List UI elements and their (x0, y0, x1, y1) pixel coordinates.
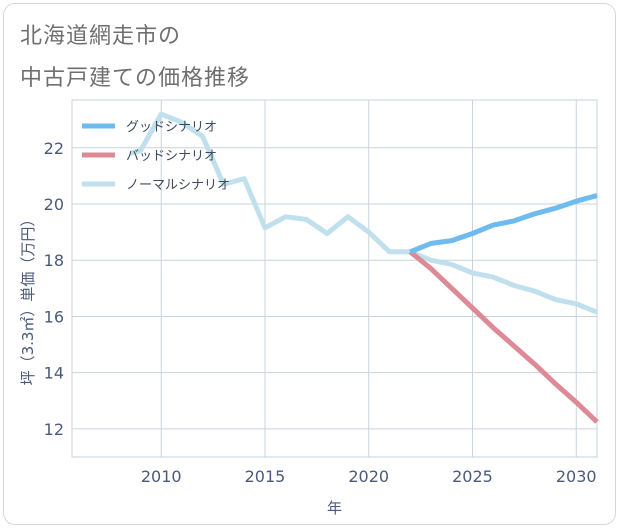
y-tick-label: 20 (44, 195, 64, 214)
chart-title-line1: 北海道網走市の (20, 24, 182, 49)
x-tick-label: 2030 (556, 467, 597, 486)
legend-label[interactable]: グッドシナリオ (126, 120, 217, 135)
series-line-3 (129, 111, 598, 315)
y-tick-label: 12 (44, 420, 64, 439)
x-axis-title: 年 (327, 499, 342, 517)
y-tick-label: 14 (44, 364, 64, 383)
y-tick-label: 18 (44, 251, 64, 270)
axes: 2010 2015 2020 2025 2030 12 14 16 18 20 22 年 坪（3.3㎡）… (19, 139, 597, 517)
grid (71, 99, 598, 458)
series-lines (129, 111, 599, 424)
series-line-2 (408, 249, 599, 424)
y-axis-title: 坪（3.3㎡）単価（万円） (19, 212, 37, 386)
x-tick-label: 2025 (452, 467, 493, 486)
y-tick-label: 22 (44, 139, 64, 158)
x-tick-label: 2010 (141, 467, 182, 486)
legend-label[interactable]: ノーマルシナリオ (126, 178, 230, 193)
legend-label[interactable]: バッドシナリオ (126, 149, 217, 164)
chart-title-line2: 中古戸建ての価格推移 (20, 66, 251, 91)
series-line-1 (409, 193, 598, 255)
y-tick-label: 16 (44, 307, 64, 326)
x-tick-label: 2015 (245, 467, 286, 486)
x-tick-label: 2020 (348, 467, 389, 486)
plot-frame (71, 99, 598, 458)
chart-card: 北海道網走市の 中古戸建ての価格推移 (3, 3, 616, 525)
